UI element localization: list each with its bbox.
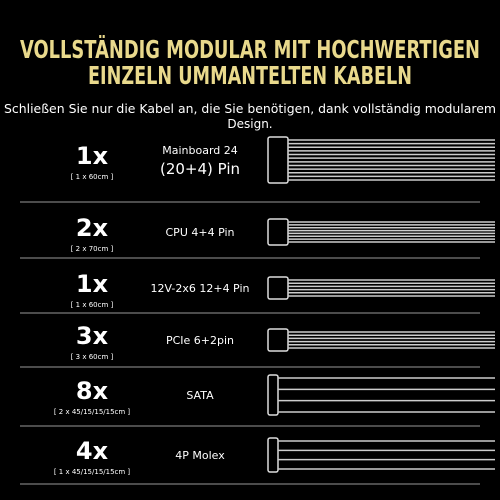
cable-count: 2x — [76, 214, 109, 242]
cable-name: PCIe 6+2pin — [166, 334, 234, 347]
cable-list: 1x [ 1 x 60cm ] Mainboard 24 (20+4) Pin 2x [ … — [20, 136, 495, 485]
connector — [267, 328, 289, 352]
connector — [267, 276, 289, 300]
cable-name: 4P Molex — [175, 449, 225, 462]
cable-name: SATA — [186, 389, 214, 402]
connector — [267, 374, 279, 416]
subtitle-line: Design. — [227, 117, 272, 131]
cable-detail: [ 2 x 70cm ] — [71, 245, 114, 253]
title-line: VOLLSTÄNDIG MODULAR MIT HOCHWERTIGEN — [20, 34, 480, 64]
cable-count: 1x — [76, 270, 109, 298]
title-line: EINZELN UMMANTELTEN KABELN — [88, 61, 412, 90]
cable-count: 8x — [76, 377, 109, 405]
subtitle-line: Schließen Sie nur die Kabel an, die Sie … — [4, 102, 496, 116]
cable-detail: [ 2 x 45/15/15/15cm ] — [54, 408, 131, 416]
cable-count: 3x — [76, 322, 109, 350]
cable-name: Mainboard 24 — [162, 144, 238, 157]
cable-name: 12V-2x6 12+4 Pin — [151, 282, 250, 295]
cable-detail: [ 3 x 60cm ] — [71, 353, 114, 361]
cable-count: 1x — [76, 142, 109, 170]
cable-name: (20+4) Pin — [160, 160, 240, 178]
cable-name: CPU 4+4 Pin — [166, 226, 235, 239]
cable-detail: [ 1 x 45/15/15/15cm ] — [54, 468, 131, 476]
cable-count: 4x — [76, 437, 109, 465]
connector — [267, 136, 289, 184]
cable-detail: [ 1 x 60cm ] — [71, 173, 114, 181]
cable-detail: [ 1 x 60cm ] — [71, 301, 114, 309]
connector — [267, 218, 289, 246]
connector — [267, 437, 279, 473]
